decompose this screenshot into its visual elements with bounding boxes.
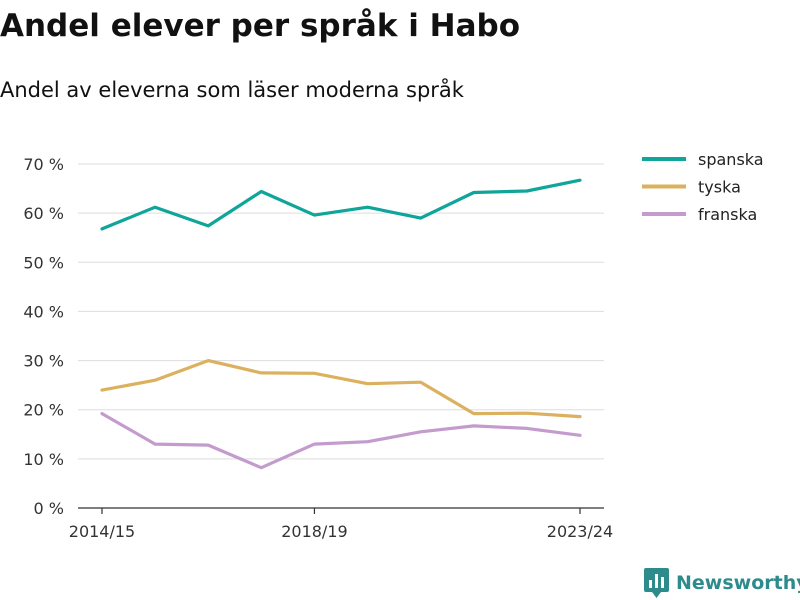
chart-subtitle: Andel av eleverna som läser moderna språ… <box>0 78 464 102</box>
x-tick-label: 2018/19 <box>281 522 347 541</box>
legend-label-spanska: spanska <box>698 150 764 169</box>
legend-label-tyska: tyska <box>698 178 741 197</box>
y-tick-label: 50 % <box>23 253 64 272</box>
y-tick-label: 30 % <box>23 352 64 371</box>
y-tick-label: 20 % <box>23 401 64 420</box>
brand-name: Newsworthy <box>676 572 800 594</box>
series-line-tyska <box>100 359 582 419</box>
brand-logo: Newsworthy <box>644 568 800 598</box>
x-tick-label: 2014/15 <box>69 522 135 541</box>
series-lines <box>100 178 582 470</box>
legend-label-franska: franska <box>698 205 757 224</box>
legend: spanska tyska franska <box>642 150 764 224</box>
series-line-franska <box>100 412 582 470</box>
grid-lines <box>78 163 604 460</box>
newsworthy-logo-icon <box>644 568 669 598</box>
y-tick-label: 10 % <box>23 450 64 469</box>
y-tick-label: 60 % <box>23 204 64 223</box>
x-tick-label: 2023/24 <box>547 522 613 541</box>
axes: 0 % 10 % 20 % 30 % 40 % 50 % 60 % 70 % 2014/15 20… <box>23 155 613 541</box>
chart-title: Andel elever per språk i Habo <box>0 8 521 44</box>
y-tick-label: 70 % <box>23 155 64 174</box>
y-tick-label: 0 % <box>34 499 64 518</box>
series-line-spanska <box>100 178 582 231</box>
y-tick-label: 40 % <box>23 302 64 321</box>
